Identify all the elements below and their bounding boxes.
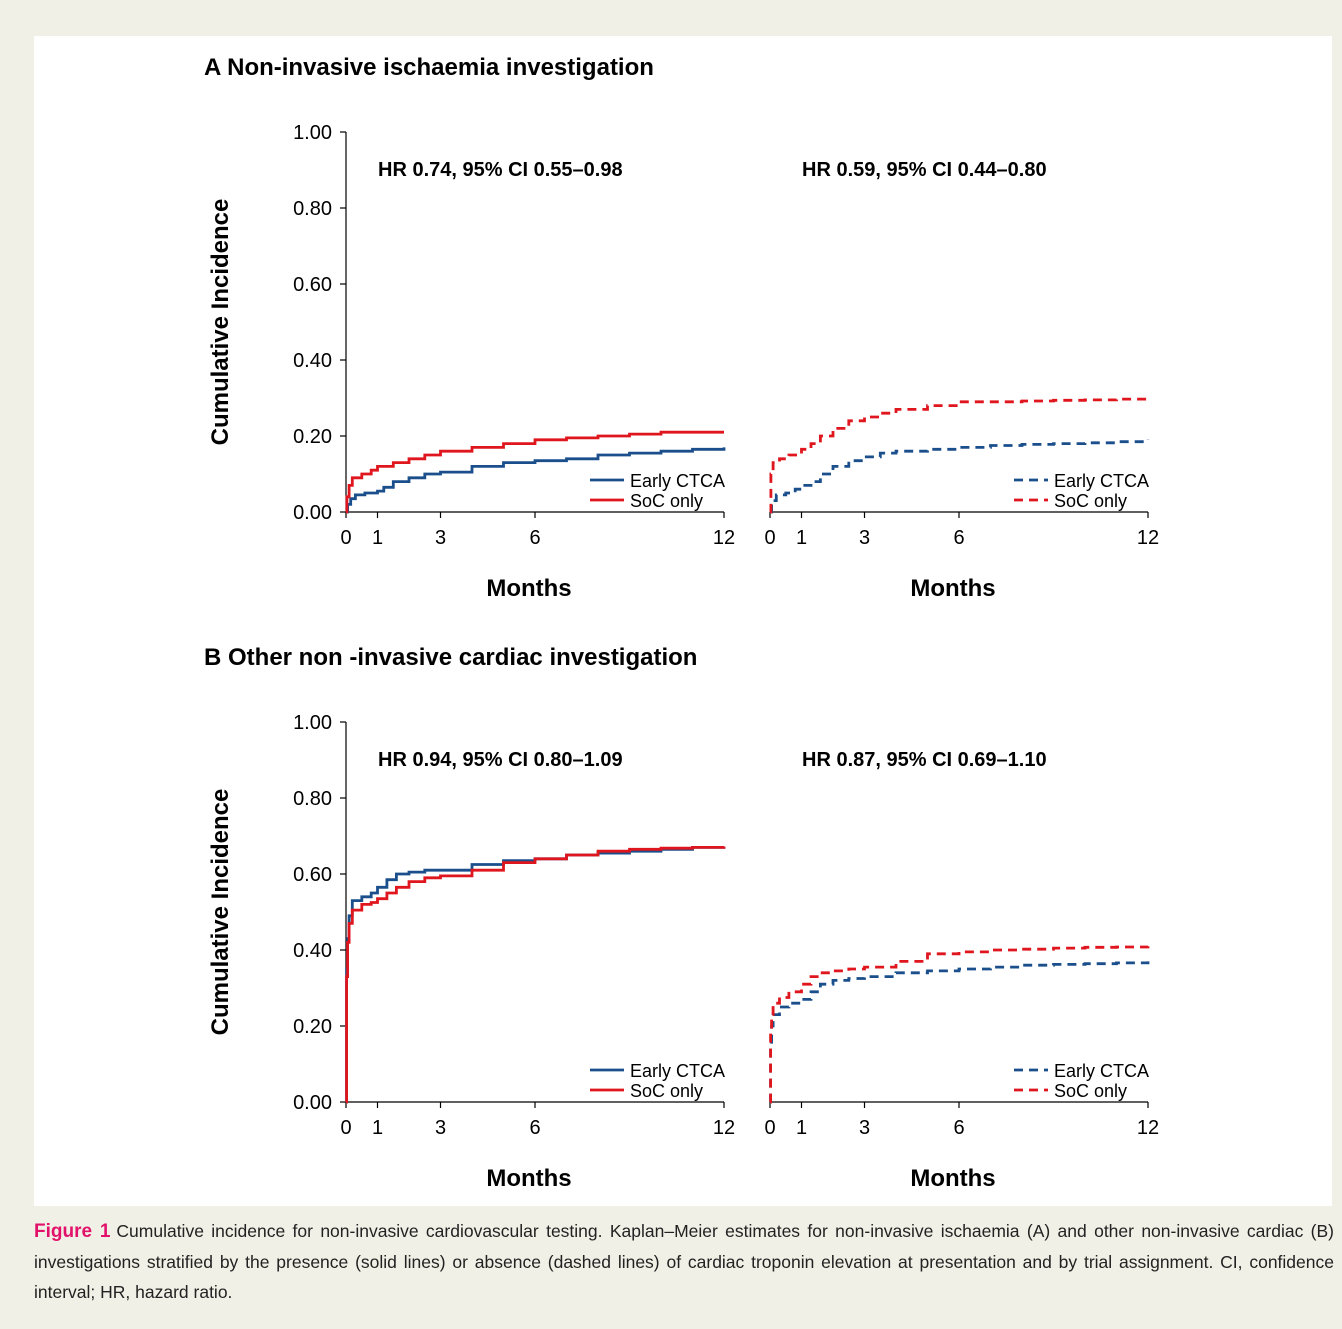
x-tick-label: 3: [859, 527, 870, 549]
x-tick-label: 0: [764, 527, 775, 549]
y-tick-label: 1.00: [293, 712, 332, 734]
chart-2: 0 1 3 6 12 Months HR 0.59, 95% CI 0.44–0.80 Ear…: [764, 159, 1159, 602]
chart-3: 0 1 3 6 12 Months 0.00 0.20 0.40 0.60 0.80 1.00 HR 0…: [293, 712, 735, 1192]
x-tick-label: 0: [340, 527, 351, 549]
chart-1: 0 1 3 6 12 Months 0.00 0.20 0.40 0.60 0.80 1.00 HR 0…: [293, 122, 735, 602]
figure-panel: A Non-invasive ischaemia investigation B…: [34, 36, 1332, 1206]
legend-label: Early CTCA: [1054, 471, 1149, 491]
x-tick-label: 6: [953, 1117, 964, 1139]
hazard-ratio-annotation: HR 0.59, 95% CI 0.44–0.80: [802, 159, 1047, 181]
series-line-early-ctca: [346, 447, 726, 514]
x-axis-title: Months: [486, 575, 571, 602]
x-tick-label: 0: [764, 1117, 775, 1139]
x-tick-label: 6: [953, 527, 964, 549]
y-tick-label: 0.80: [293, 198, 332, 220]
x-tick-label: 12: [713, 1117, 735, 1139]
x-tick-label: 12: [713, 527, 735, 549]
hazard-ratio-annotation: HR 0.94, 95% CI 0.80–1.09: [378, 749, 623, 771]
figure-caption: Figure 1 Cumulative incidence for non-inv…: [34, 1216, 1334, 1307]
panel-b-heading: B Other non -invasive cardiac investigat…: [204, 644, 697, 671]
chart-4: 0 1 3 6 12 Months HR 0.87, 95% CI 0.69–1.10 Ear…: [764, 749, 1159, 1192]
x-tick-label: 0: [340, 1117, 351, 1139]
x-tick-label: 12: [1137, 527, 1159, 549]
x-tick-label: 1: [796, 1117, 807, 1139]
y-tick-label: 0.20: [293, 1016, 332, 1038]
panel-a-y-axis-title: Cumulative Incidence: [207, 199, 234, 446]
y-tick-label: 0.60: [293, 864, 332, 886]
x-tick-label: 3: [435, 1117, 446, 1139]
legend-label: SoC only: [1054, 1081, 1127, 1101]
x-tick-label: 1: [372, 1117, 383, 1139]
x-axis-title: Months: [910, 575, 995, 602]
y-tick-label: 0.20: [293, 426, 332, 448]
legend-label: Early CTCA: [630, 1061, 725, 1081]
x-tick-label: 6: [529, 1117, 540, 1139]
legend-label: SoC only: [1054, 491, 1127, 511]
series-line-early-ctca: [769, 961, 1150, 1104]
series-line-early-ctca: [770, 439, 1150, 514]
hazard-ratio-annotation: HR 0.74, 95% CI 0.55–0.98: [378, 159, 623, 181]
hazard-ratio-annotation: HR 0.87, 95% CI 0.69–1.10: [802, 749, 1047, 771]
series-line-soc-only: [345, 430, 724, 514]
x-tick-label: 3: [859, 1117, 870, 1139]
panel-b-y-axis-title: Cumulative Incidence: [207, 789, 234, 1036]
caption-text: Cumulative incidence for non-invasive ca…: [34, 1221, 1334, 1302]
x-tick-label: 3: [435, 527, 446, 549]
y-tick-label: 0.00: [293, 1092, 332, 1114]
y-tick-label: 1.00: [293, 122, 332, 144]
y-tick-label: 0.40: [293, 350, 332, 372]
y-tick-label: 0.00: [293, 502, 332, 524]
y-tick-label: 0.80: [293, 788, 332, 810]
y-tick-label: 0.40: [293, 940, 332, 962]
series-line-soc-only: [769, 945, 1150, 1104]
x-tick-label: 1: [796, 527, 807, 549]
x-axis-title: Months: [910, 1165, 995, 1192]
y-tick-label: 0.60: [293, 274, 332, 296]
legend-label: Early CTCA: [630, 471, 725, 491]
panel-a-heading: A Non-invasive ischaemia investigation: [204, 54, 654, 81]
x-tick-label: 1: [372, 527, 383, 549]
legend-label: SoC only: [630, 491, 703, 511]
x-tick-label: 6: [529, 527, 540, 549]
series-line-soc-only: [769, 397, 1150, 514]
series-line-soc-only: [345, 846, 726, 1104]
x-tick-label: 12: [1137, 1117, 1159, 1139]
legend-label: Early CTCA: [1054, 1061, 1149, 1081]
legend-label: SoC only: [630, 1081, 703, 1101]
caption-label: Figure 1: [34, 1221, 111, 1242]
x-axis-title: Months: [486, 1165, 571, 1192]
figure-svg: A Non-invasive ischaemia investigation B…: [204, 54, 1159, 1192]
